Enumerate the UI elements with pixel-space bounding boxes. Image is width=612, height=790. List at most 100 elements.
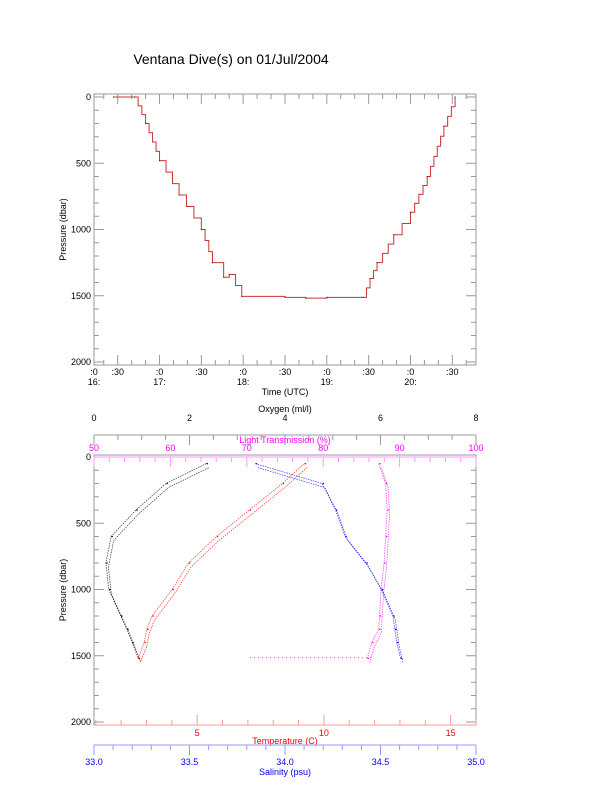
x-tick-label-hour: 16: (88, 377, 101, 387)
temperature-tick-label: 10 (319, 728, 329, 738)
x-tick-label: :30 (279, 367, 292, 377)
salinity-tick-label: 33.0 (85, 757, 103, 767)
y-axis-label: Pressure (dbar) (58, 198, 68, 261)
y-tick-label: 1000 (71, 225, 91, 235)
temperature-data-point (146, 628, 149, 631)
x-tick-label: :0 (239, 367, 247, 377)
light-profile-line (369, 467, 390, 663)
data-point (409, 211, 412, 213)
oxygen-data-point (206, 462, 208, 465)
salinity-profile-line (255, 463, 401, 659)
light-data-point (367, 657, 370, 660)
salinity-data-point (335, 509, 338, 511)
x-tick-label-hour: 18: (237, 377, 250, 387)
salinity-data-point (394, 628, 397, 631)
light-data-point (378, 628, 381, 631)
data-point (454, 96, 456, 98)
light-tick-label: 50 (89, 443, 99, 453)
temperature-data-point (216, 535, 219, 538)
data-point (362, 296, 364, 298)
data-point (426, 175, 428, 178)
salinity-tick-label: 34.0 (276, 757, 294, 767)
oxygen-profile-line (105, 463, 207, 659)
y-tick-label: 1500 (71, 651, 91, 661)
y-tick-label: 500 (76, 158, 91, 168)
salinity-data-point (400, 657, 403, 660)
oxygen-tick-label: 0 (91, 413, 96, 423)
x-tick-label: :0 (156, 367, 164, 377)
temperature-tick-label: 5 (195, 728, 200, 738)
x-tick-label-hour: 17: (153, 377, 166, 387)
temperature-data-point (249, 509, 252, 511)
dive-pressure-line (113, 96, 456, 299)
temperature-data-point (304, 462, 307, 465)
temperature-profile-line (137, 463, 305, 659)
salinity-tick-label: 34.5 (372, 757, 390, 767)
x-tick-label: :0 (90, 367, 98, 377)
data-point (228, 273, 230, 276)
x-tick-label: :30 (446, 367, 459, 377)
light-data-point (372, 641, 374, 644)
oxygen-tick-label: 2 (187, 413, 192, 423)
data-point (376, 262, 378, 264)
oxygen-axis-label: Oxygen (ml/l) (258, 404, 312, 414)
light-data-point (384, 562, 386, 564)
plot-frame (93, 93, 477, 366)
oxygen-data-point (108, 588, 111, 591)
light-tick-label: 100 (468, 443, 483, 453)
y-tick-label: 1000 (71, 585, 91, 595)
y-tick-label: 1500 (71, 291, 91, 301)
data-point (133, 96, 136, 98)
light-tick-label: 70 (242, 443, 252, 453)
light-data-point (387, 509, 389, 511)
y-tick-label: 0 (86, 92, 91, 102)
oxygen-tick-label: 8 (473, 413, 478, 423)
y-tick-label: 2000 (71, 357, 91, 367)
x-tick-label-hour: 20: (404, 377, 417, 387)
light-data-point (378, 462, 381, 465)
temperature-data-point (282, 482, 285, 485)
salinity-axis-label: Salinity (psu) (259, 767, 311, 777)
x-tick-label: :30 (111, 367, 124, 377)
data-point (223, 276, 225, 278)
y-tick-label: 2000 (71, 717, 91, 727)
salinity-data-point (396, 641, 399, 644)
oxygen-data-point (111, 535, 113, 538)
light-data-point (385, 482, 388, 485)
oxygen-data-point (120, 615, 123, 617)
data-point (241, 295, 243, 298)
y-tick-label: 500 (76, 518, 91, 528)
salinity-profile-line (257, 467, 404, 663)
temperature-data-point (152, 615, 154, 617)
salinity-data-point (322, 482, 325, 485)
x-tick-label: :0 (407, 367, 415, 377)
oxygen-data-point (132, 641, 134, 644)
data-point (211, 262, 214, 264)
salinity-data-point (366, 562, 368, 564)
temperature-tick-label: 15 (446, 728, 456, 738)
data-point (144, 122, 147, 125)
oxygen-data-point (106, 562, 108, 564)
figure-title: Ventana Dive(s) on 01/Jul/2004 (133, 51, 329, 67)
temperature-axis-label: Temperature (C) (252, 736, 318, 746)
y-tick-label: 0 (86, 452, 91, 462)
light-axis-label: Light Transmission (%) (239, 435, 331, 445)
data-point (393, 234, 395, 236)
light-tick-label: 60 (165, 443, 175, 453)
data-point (443, 125, 445, 127)
salinity-tick-label: 35.0 (467, 757, 485, 767)
data-point (178, 194, 180, 196)
light-profile-line (366, 463, 388, 659)
oxygen-tick-label: 6 (378, 413, 383, 423)
salinity-data-point (255, 462, 258, 465)
oxygen-data-point (136, 509, 138, 511)
salinity-data-point (381, 588, 384, 591)
y-axis-label: Pressure (dbar) (58, 559, 68, 622)
oxygen-tick-label: 4 (282, 413, 287, 423)
temperature-data-point (138, 657, 140, 660)
data-point (305, 297, 307, 299)
light-tick-label: 80 (318, 443, 328, 453)
light-tick-label: 90 (395, 443, 405, 453)
